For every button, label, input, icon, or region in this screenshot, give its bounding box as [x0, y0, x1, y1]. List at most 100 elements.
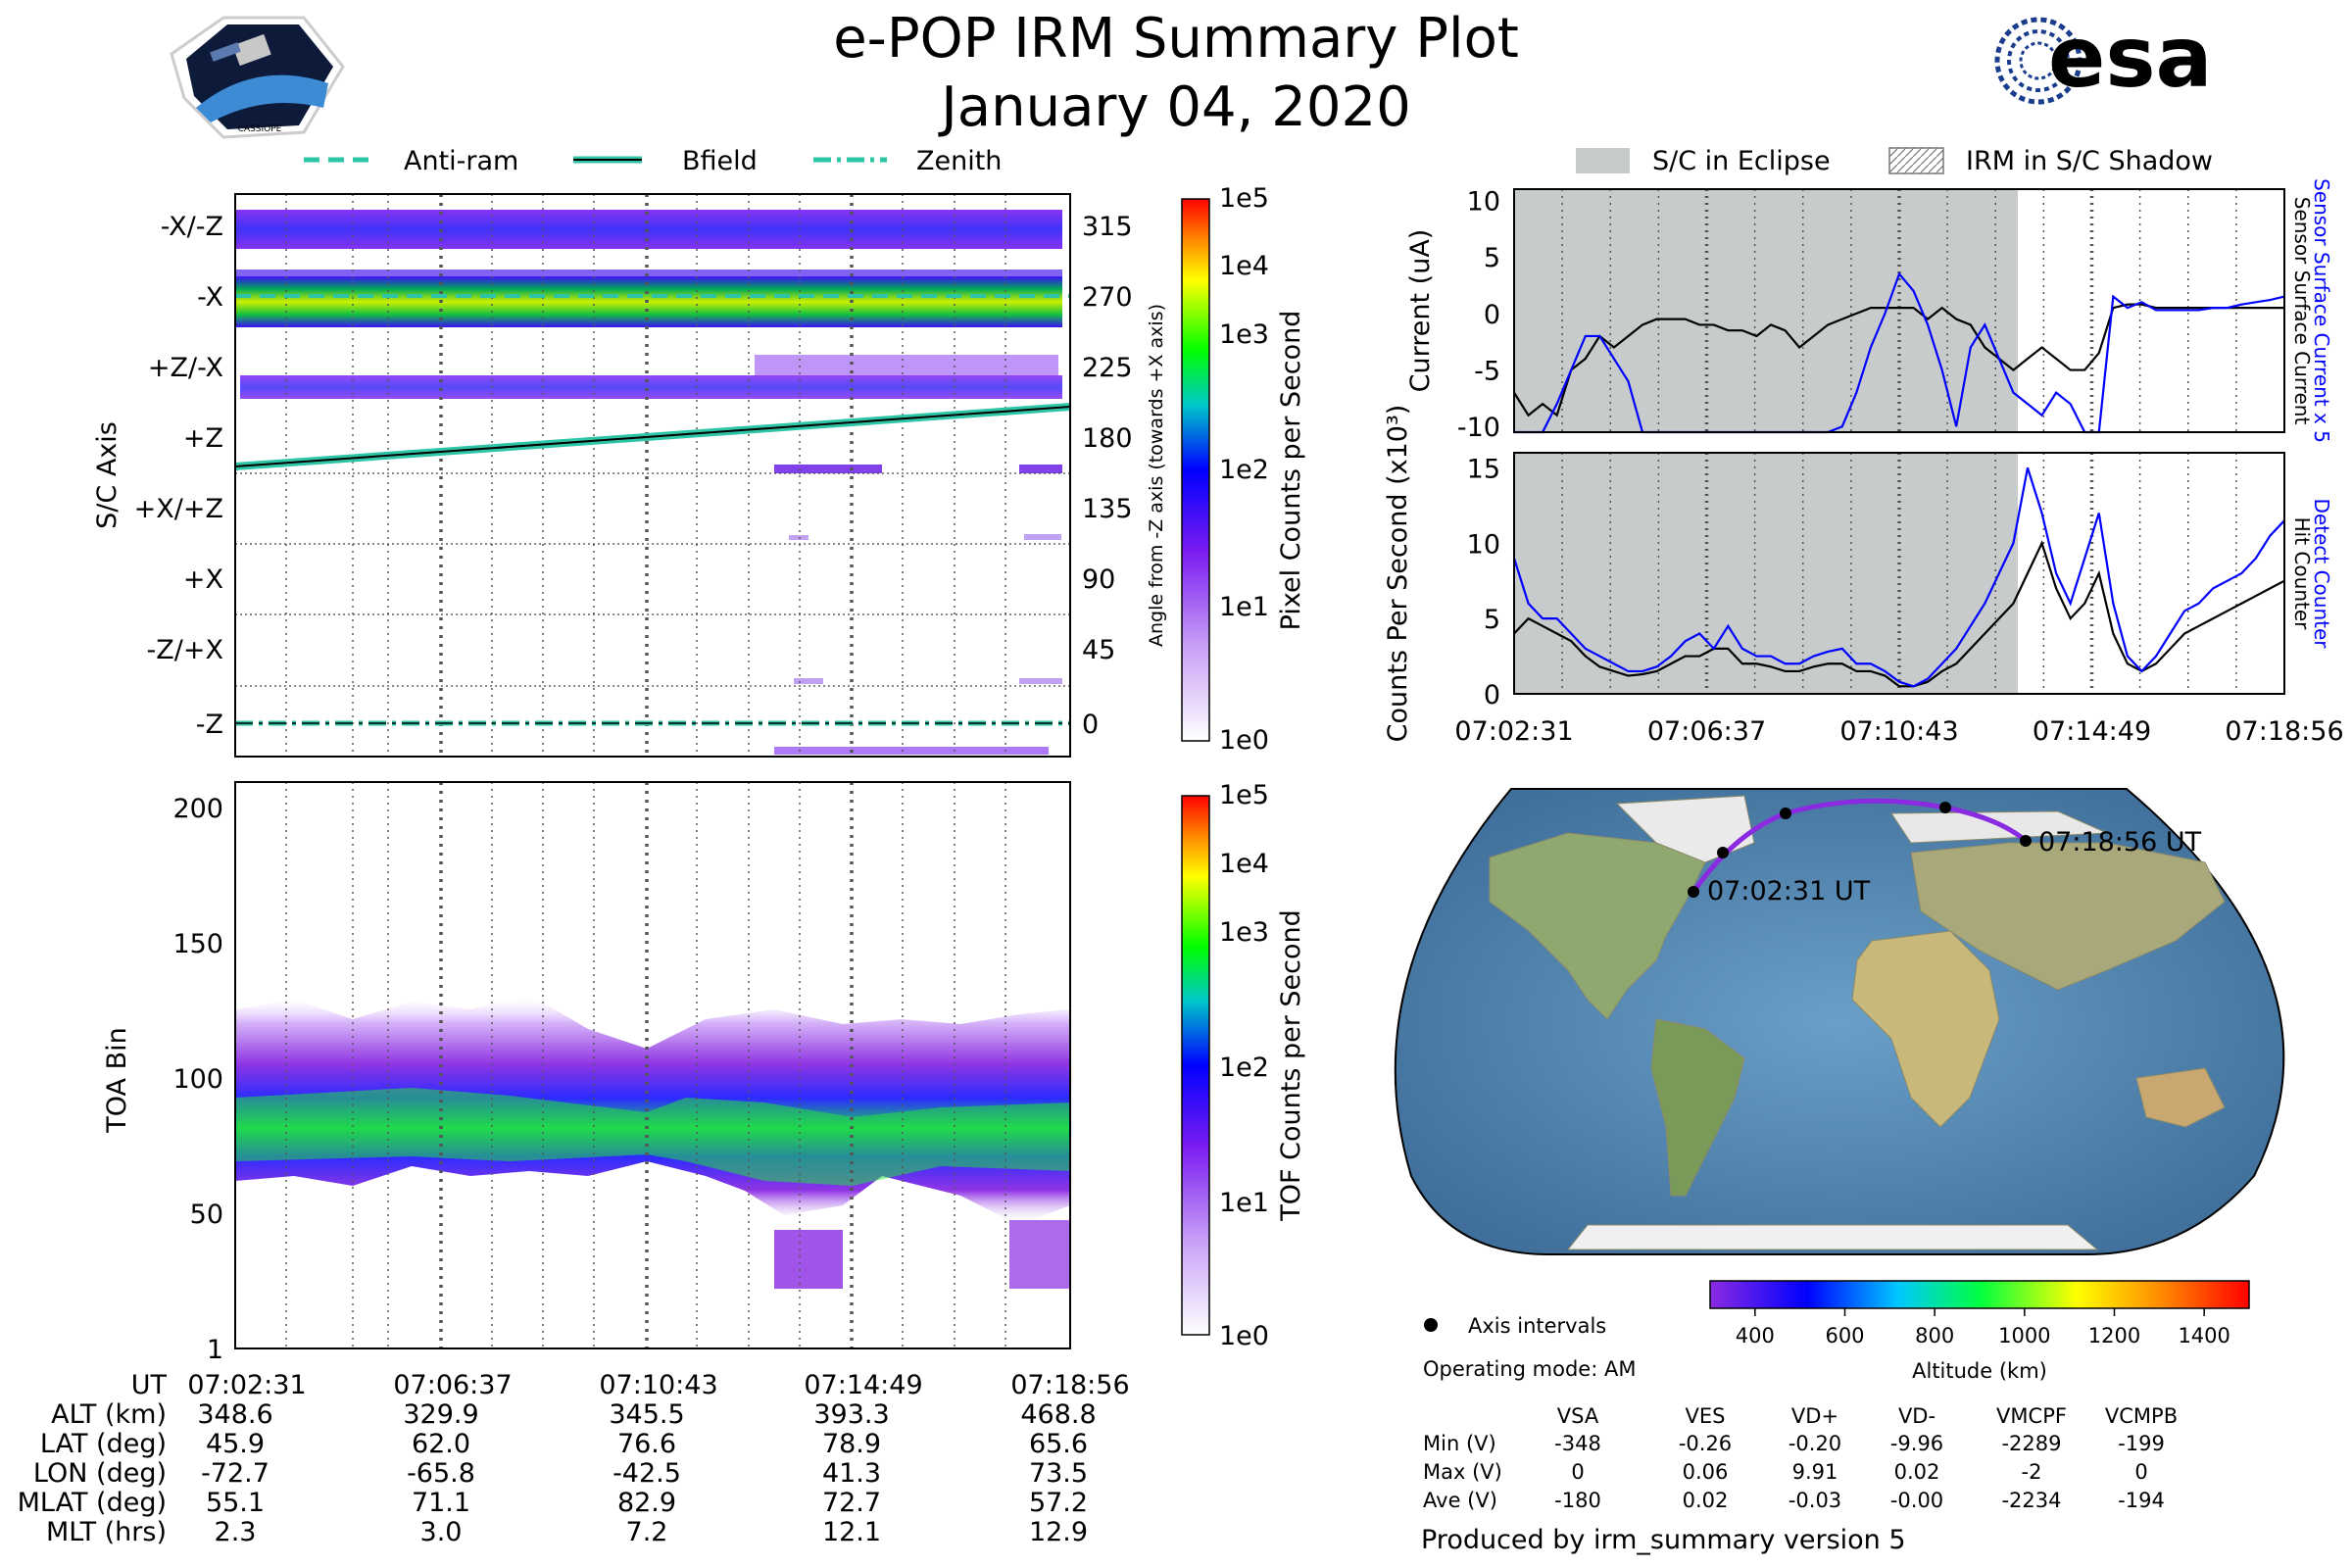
orbit-cell: 76.6: [617, 1429, 676, 1459]
toa-ytick: 100: [172, 1064, 223, 1095]
colorbar-tick: 1e5: [1219, 183, 1269, 214]
orbit-cell: 41.3: [822, 1458, 881, 1489]
counts-panel: 15 10 5 0 Counts Per Second (x10³) Detect C…: [1383, 405, 2344, 747]
orbit-cell: 72.7: [822, 1488, 881, 1518]
angle-tick: 90: [1082, 564, 1115, 595]
colorbar-tick: 1e2: [1219, 1053, 1269, 1083]
colorbar-tick: 1e5: [1219, 780, 1269, 810]
orbit-cell: 12.1: [822, 1517, 881, 1547]
axis-interval-dots: [1688, 802, 2032, 898]
legend-eclipse-label: S/C in Eclipse: [1652, 146, 1831, 176]
angle-ylabel: Angle from -Z axis (towards +X axis): [1146, 304, 1167, 647]
voltage-cell: 0: [2134, 1460, 2147, 1484]
time-xtick: 07:10:43: [1839, 716, 1958, 747]
toa-ytick: 150: [172, 929, 223, 959]
voltage-row-label: Min (V): [1423, 1432, 1496, 1455]
angle-tick: 180: [1082, 423, 1133, 454]
toa-panel: 200 150 100 50 1 TOA Bin: [102, 781, 1071, 1365]
sc-axis-label: +Z/-X: [148, 353, 223, 383]
colorbar-tick: 1e3: [1219, 319, 1269, 350]
ytick-label: 15: [1467, 454, 1500, 484]
colorbar-tick: 1e0: [1219, 1321, 1269, 1351]
orbit-dot: [1717, 847, 1729, 858]
ytick-label: 10: [1467, 529, 1500, 560]
orbit-dot: [1780, 808, 1791, 819]
panel1-major-grid: [439, 194, 854, 757]
voltage-row-label: Ave (V): [1423, 1489, 1497, 1512]
cassiope-logo-text: CASSIOPE: [238, 124, 282, 134]
pixel-band-minus-x: [235, 270, 1062, 327]
orbit-dot: [1939, 802, 1951, 813]
altitude-label: Altitude (km): [1912, 1359, 2047, 1383]
orbit-cell: 3.0: [420, 1517, 463, 1547]
angle-tick: 225: [1082, 353, 1133, 383]
angle-tick-labels: 315 270 225 180 135 90 45 0: [1082, 212, 1133, 740]
orbit-row-label: MLT (hrs): [46, 1517, 167, 1547]
orbit-cell: 07:10:43: [599, 1370, 717, 1400]
voltage-cell: -0.20: [1788, 1432, 1841, 1455]
time-xtick: 07:06:37: [1647, 716, 1766, 747]
angle-tick: 0: [1082, 710, 1099, 740]
voltage-header: VMCPF: [1996, 1404, 2067, 1428]
orbit-row-label: ALT (km): [51, 1399, 167, 1430]
orbit-cell: 82.9: [617, 1488, 676, 1518]
ytick-label: 0: [1484, 300, 1500, 330]
current-ylabel: Current (uA): [1405, 229, 1436, 393]
colorbar-tick: 1e4: [1219, 849, 1269, 879]
toa-ytick: 200: [172, 794, 223, 824]
bfield-line: [234, 403, 1071, 470]
orbit-end-label: 07:18:56 UT: [2038, 827, 2202, 858]
toa-yticks: 200 150 100 50 1: [172, 794, 223, 1365]
legend-zenith: Zenith: [813, 146, 1002, 176]
orbit-cell: -72.7: [201, 1458, 270, 1489]
time-xtick: 07:18:56: [2225, 716, 2343, 747]
voltage-cell: -194: [2118, 1489, 2165, 1512]
toa-green-core: [235, 1088, 1070, 1186]
altitude-tick: 400: [1736, 1324, 1775, 1348]
voltage-cell: -348: [1554, 1432, 1601, 1455]
time-xtick: 07:02:31: [1454, 716, 1573, 747]
voltage-cell: -9.96: [1890, 1432, 1943, 1455]
voltage-cell: -199: [2118, 1432, 2165, 1455]
orbit-cell: 07:02:31: [187, 1370, 306, 1400]
angle-tick: 45: [1082, 635, 1115, 665]
footer-text: Produced by irm_summary version 5: [1421, 1525, 1906, 1555]
orbit-cell: -65.8: [407, 1458, 475, 1489]
voltage-header: VD+: [1791, 1404, 1838, 1428]
pixel-band-plus-z-minus-x: [240, 355, 1062, 399]
sc-axis-label: +X/+Z: [134, 494, 223, 524]
toa-ytick: 50: [190, 1200, 223, 1230]
orbit-row-label: LAT (deg): [40, 1429, 167, 1459]
angle-tick: 270: [1082, 282, 1133, 313]
pixel-speckles: [774, 465, 1062, 755]
orbit-info-table: UT 07:02:31 07:06:37 07:10:43 07:14:49 07:18:…: [18, 1370, 1130, 1547]
operating-mode: Operating mode: AM: [1423, 1357, 1636, 1381]
spacecraft-axis-panel: -X/-Z -X +Z/-X +Z +X/+Z +X -Z/+X -Z 315 …: [92, 193, 1167, 758]
legend-zenith-label: Zenith: [916, 146, 1002, 176]
altitude-tick: 1000: [1998, 1324, 2050, 1348]
page-title: e-POP IRM Summary Plot: [833, 7, 1519, 71]
pixel-colorbar: 1e5 1e4 1e3 1e2 1e1 1e0 Pixel Counts per…: [1181, 183, 1306, 756]
detect-counter-line: [1512, 467, 2285, 688]
axis-interval-dot-icon: [1424, 1318, 1438, 1332]
orbit-cell: 71.1: [412, 1488, 470, 1518]
orbit-cell: 2.3: [215, 1517, 257, 1547]
legend-anti-ram: Anti-ram: [304, 146, 518, 176]
orbit-cell: 345.5: [609, 1399, 684, 1430]
legend-bfield-label: Bfield: [682, 146, 758, 176]
voltage-cell: -2289: [2001, 1432, 2061, 1455]
orbit-dot: [1688, 886, 1699, 898]
orbit-track: [1690, 798, 2028, 894]
cassiope-logo: CASSIOPE: [170, 16, 345, 139]
page-date: January 04, 2020: [938, 75, 1410, 139]
eclipse-region: [1514, 453, 2018, 694]
altitude-colorbar: 400 600 800 1000 1200 1400 Altitude (km): [1709, 1280, 2250, 1383]
colorbar-tick: 1e0: [1219, 725, 1269, 756]
pixel-colorbar-ticks: 1e5 1e4 1e3 1e2 1e1 1e0: [1219, 183, 1269, 756]
ytick-label: -10: [1457, 413, 1500, 443]
panel2-grid: [285, 782, 1006, 1348]
esa-logo: esa: [1994, 9, 2213, 107]
voltage-header: VCMPB: [2105, 1404, 2178, 1428]
map-land: [1489, 795, 2226, 1250]
hit-counter-line: [1513, 540, 2285, 688]
